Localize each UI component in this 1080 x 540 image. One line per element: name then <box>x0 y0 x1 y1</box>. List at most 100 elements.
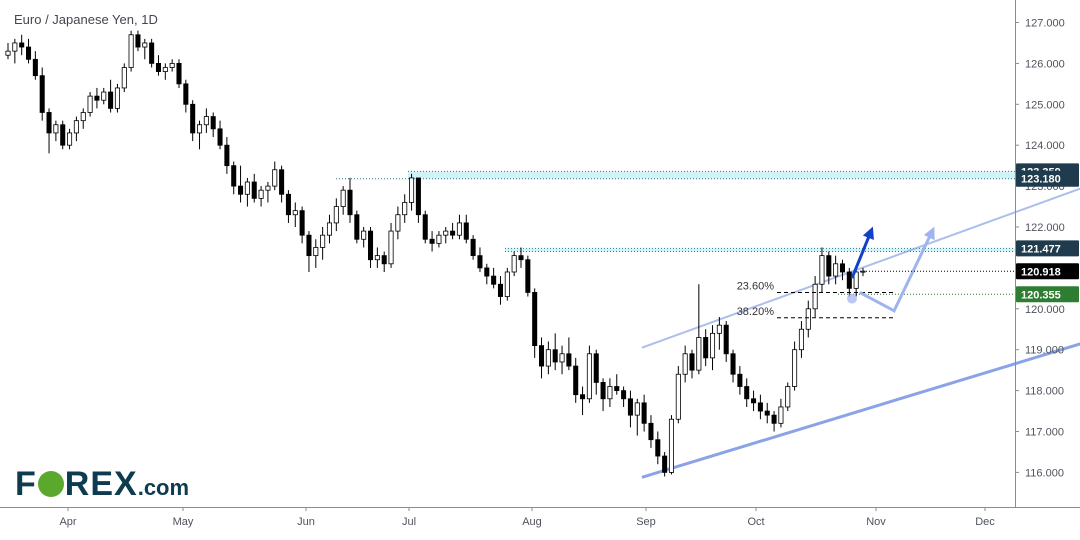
candle-up <box>436 234 442 244</box>
candle-down <box>183 83 189 105</box>
candle-up <box>511 255 517 273</box>
candle-down <box>484 267 490 277</box>
price-tag-label: 120.355 <box>1021 289 1061 301</box>
forex-logo: F REX .com <box>15 465 189 504</box>
candle-down <box>450 230 456 236</box>
candle-down <box>415 177 421 216</box>
candle-up <box>114 87 120 109</box>
candle-down <box>463 222 469 240</box>
candle-up <box>361 230 367 240</box>
y-tick-label: 119.000 <box>1025 345 1064 357</box>
candle-down <box>593 353 599 383</box>
fibonacci-levels: 23.60% 38.20% <box>737 280 893 319</box>
candle-down <box>224 144 230 167</box>
candle-up <box>586 353 592 400</box>
candle-up <box>634 402 640 416</box>
candle-up <box>675 373 681 420</box>
fib-label: 38.20% <box>737 306 775 318</box>
candle-down <box>422 214 428 240</box>
candle-up <box>696 337 702 371</box>
price-tag <box>1016 240 1079 257</box>
logo-suffix: .com <box>137 475 190 500</box>
candle-down <box>279 169 285 195</box>
candle-down <box>846 271 852 289</box>
candle-down <box>347 189 353 216</box>
candle-up <box>805 308 811 330</box>
candle-up <box>402 202 408 216</box>
candle-down <box>771 414 777 424</box>
candle-down <box>60 124 66 146</box>
resistance-zone <box>408 171 1015 179</box>
candle-up <box>716 324 722 334</box>
candle-down <box>648 422 654 441</box>
candle-up <box>5 50 11 56</box>
candle-down <box>429 238 435 244</box>
x-tick-label: Oct <box>747 516 764 528</box>
candle-down <box>231 165 237 187</box>
candle-down <box>367 230 374 261</box>
x-tick-label: Apr <box>59 516 76 528</box>
candle-up <box>443 230 449 236</box>
pullback-marker <box>847 293 857 304</box>
y-tick-label: 125.000 <box>1025 99 1065 111</box>
candle-down <box>655 439 661 457</box>
channel-upper-line <box>641 187 1080 349</box>
candle-up <box>812 283 818 310</box>
candle-down <box>470 238 476 257</box>
logo-o-icon <box>37 471 64 497</box>
candle-down <box>176 63 182 85</box>
candle-down <box>600 382 606 400</box>
forecast-alternative-arrow <box>858 226 935 313</box>
chart-title: Euro / Japanese Yen, 1D <box>14 12 158 27</box>
candle-down <box>730 353 736 375</box>
candle-down <box>25 46 32 60</box>
candle-up <box>272 169 278 187</box>
y-tick-label: 124.000 <box>1025 140 1065 152</box>
candle-up <box>798 328 804 351</box>
y-tick-label: 116.000 <box>1025 467 1064 479</box>
candle-down <box>108 91 114 109</box>
candles <box>5 30 866 477</box>
candle-down <box>285 193 291 216</box>
candle-down <box>381 255 387 265</box>
candle-down <box>190 103 196 134</box>
candle-up <box>333 206 339 224</box>
candle-up <box>409 177 415 203</box>
candle-down <box>580 394 586 400</box>
candle-up <box>785 386 791 408</box>
candle-up <box>53 124 59 134</box>
candle-down <box>491 275 497 285</box>
candle-up <box>258 189 264 199</box>
y-tick-label: 127.000 <box>1025 18 1065 30</box>
candle-up <box>374 255 380 261</box>
candle-up <box>162 67 168 72</box>
candle-down <box>155 63 162 72</box>
candle-down <box>826 255 832 277</box>
candle-down <box>621 390 627 400</box>
candle-up <box>121 67 127 89</box>
candle-up <box>340 189 346 207</box>
candle-down <box>757 402 763 412</box>
candle-up <box>67 132 73 146</box>
candle-up <box>169 63 175 68</box>
candle-down <box>32 58 38 77</box>
y-tick-label: 126.000 <box>1025 58 1065 70</box>
candle-down <box>497 283 504 297</box>
candle-down <box>689 353 695 371</box>
resistance-zones <box>336 170 1015 295</box>
candle-down <box>354 214 360 240</box>
candle-up <box>73 120 79 134</box>
candle-up <box>142 42 148 48</box>
price-tag-label: 121.477 <box>1021 243 1061 255</box>
price-tag-label: 120.918 <box>1021 266 1061 278</box>
candle-up <box>388 230 394 265</box>
candle-up <box>792 349 798 387</box>
plot-frame <box>0 0 1080 508</box>
channel-lower-line <box>641 342 1080 479</box>
candle-up <box>203 116 209 126</box>
candle-down <box>627 398 633 416</box>
candle-up <box>853 271 859 289</box>
candle-up <box>101 91 107 101</box>
